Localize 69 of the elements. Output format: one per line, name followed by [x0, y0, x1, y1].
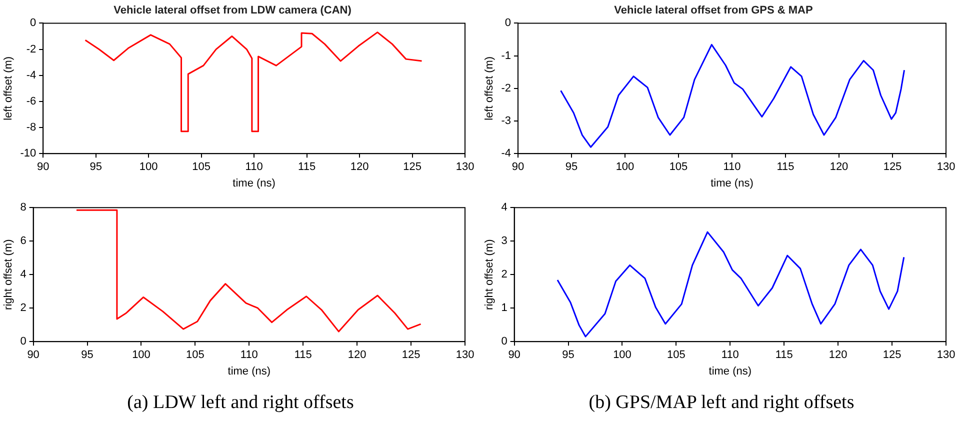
y-tick-label: 6	[20, 235, 26, 248]
x-tick-label: 95	[562, 349, 574, 362]
y-tick-label: 0	[20, 336, 26, 348]
x-tick-label: 100	[616, 161, 634, 174]
y-tick-label: -2	[26, 43, 36, 56]
x-tick-label: 125	[882, 349, 902, 362]
text: (b) GPS/MAP left and right offsets	[588, 392, 856, 414]
x-tick-label: 110	[721, 349, 739, 362]
x-tick-label: 105	[186, 349, 204, 362]
x-tick-label: 100	[139, 161, 158, 174]
x-axis-title: time (ns)	[228, 365, 271, 378]
y-tick-label: -8	[26, 122, 36, 134]
x-axis-title: time (ns)	[232, 177, 276, 190]
x-tick-label: 110	[240, 349, 258, 362]
x-tick-label: 115	[298, 161, 316, 174]
chart-title: Vehicle lateral offset from GPS & MAP	[614, 4, 813, 17]
x-tick-label: 115	[294, 349, 312, 362]
y-tick-label: -3	[501, 115, 511, 128]
x-tick-label: 90	[36, 161, 50, 174]
x-tick-label: 95	[565, 161, 578, 174]
y-tick-label: 0	[504, 17, 511, 30]
x-tick-label: 130	[456, 161, 474, 174]
y-axis-title: right offset (m)	[2, 239, 15, 310]
x-tick-label: 90	[508, 349, 520, 362]
y-tick-label: -6	[26, 95, 36, 108]
x-tick-label: 115	[775, 349, 793, 362]
x-tick-label: 130	[936, 349, 956, 362]
chart-title: Vehicle lateral offset from LDW camera (CAN)	[114, 4, 352, 17]
x-tick-label: 90	[512, 161, 524, 174]
x-tick-label: 125	[883, 161, 902, 174]
x-tick-label: 95	[81, 349, 94, 362]
x-tick-label: 130	[456, 349, 474, 362]
y-axis-title: left offset (m)	[2, 56, 15, 120]
x-tick-label: 110	[723, 161, 741, 174]
y-tick-label: 2	[20, 302, 26, 314]
x-tick-label: 110	[245, 161, 263, 174]
x-tick-label: 125	[403, 161, 422, 174]
y-tick-label: 1	[501, 302, 508, 314]
x-tick-label: 120	[828, 349, 848, 362]
y-tick-label: -4	[501, 148, 511, 160]
x-tick-label: 125	[402, 349, 420, 362]
y-tick-label: 0	[501, 336, 508, 348]
y-tick-label: -2	[501, 82, 511, 94]
x-tick-label: 100	[613, 349, 632, 362]
y-tick-label: 8	[20, 202, 26, 214]
x-tick-label: 105	[669, 161, 688, 174]
x-tick-label: 95	[90, 161, 102, 174]
y-axis-title: left offset (m)	[484, 56, 496, 120]
x-tick-label: 105	[667, 349, 686, 362]
x-axis-title: time (ns)	[710, 177, 754, 190]
x-tick-label: 100	[132, 349, 150, 362]
y-tick-label: -10	[20, 148, 36, 160]
x-tick-label: 120	[350, 161, 369, 174]
text: (a) LDW left and right offsets	[126, 392, 355, 414]
y-tick-label: 4	[501, 202, 508, 214]
y-tick-label: -4	[26, 69, 36, 82]
y-axis-title: right offset (m)	[484, 239, 496, 310]
x-tick-label: 130	[936, 161, 956, 174]
y-tick-label: 2	[501, 268, 508, 281]
x-tick-label: 90	[27, 349, 40, 362]
y-tick-label: 3	[501, 235, 508, 248]
x-tick-label: 105	[192, 161, 210, 174]
y-tick-label: -1	[501, 50, 511, 62]
y-tick-label: 0	[30, 17, 36, 30]
x-tick-label: 120	[830, 161, 848, 174]
x-axis-title: time (ns)	[708, 365, 752, 378]
x-tick-label: 115	[776, 161, 794, 174]
x-tick-label: 120	[348, 349, 366, 362]
y-tick-label: 4	[20, 268, 26, 281]
